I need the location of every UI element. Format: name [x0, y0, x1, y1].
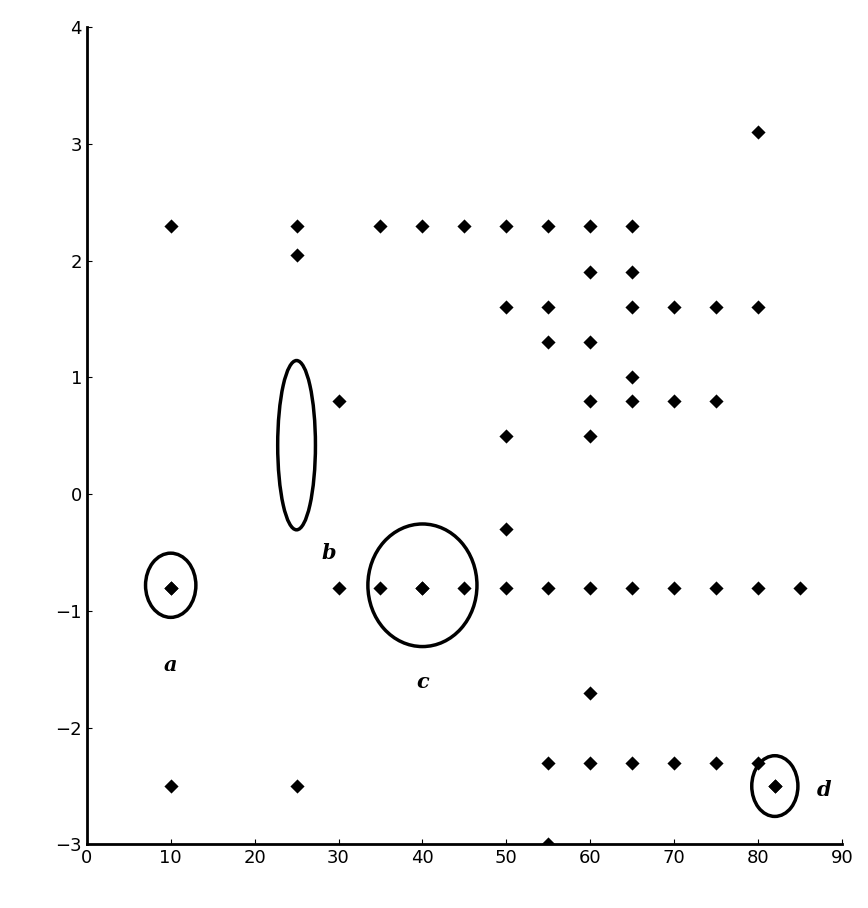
Point	[542, 219, 556, 233]
Text: d: d	[817, 780, 832, 800]
Point	[542, 301, 556, 315]
Point	[625, 755, 639, 770]
Point	[709, 580, 723, 595]
Point	[625, 219, 639, 233]
Point	[751, 755, 765, 770]
Point	[373, 580, 387, 595]
Point	[290, 248, 304, 262]
Point	[457, 219, 471, 233]
Point	[499, 219, 513, 233]
Point	[667, 393, 681, 408]
Point	[625, 580, 639, 595]
Point	[164, 580, 178, 595]
Point	[499, 429, 513, 443]
Point	[542, 837, 556, 852]
Point	[768, 779, 782, 794]
Point	[499, 301, 513, 315]
Point	[667, 580, 681, 595]
Point	[457, 580, 471, 595]
Point	[332, 393, 345, 408]
Point	[416, 580, 430, 595]
Point	[583, 393, 597, 408]
Point	[625, 370, 639, 385]
Point	[416, 580, 430, 595]
Text: a: a	[164, 656, 177, 676]
Point	[416, 219, 430, 233]
Point	[751, 580, 765, 595]
Point	[709, 755, 723, 770]
Point	[583, 265, 597, 280]
Point	[373, 219, 387, 233]
Point	[583, 335, 597, 350]
Point	[583, 429, 597, 443]
Point	[499, 580, 513, 595]
Text: b: b	[322, 543, 337, 563]
Point	[290, 219, 304, 233]
Point	[290, 779, 304, 794]
Point	[625, 301, 639, 315]
Point	[542, 755, 556, 770]
Point	[709, 301, 723, 315]
Point	[667, 755, 681, 770]
Point	[625, 393, 639, 408]
Point	[625, 265, 639, 280]
Point	[793, 580, 807, 595]
Point	[499, 522, 513, 537]
Point	[583, 686, 597, 700]
Point	[667, 301, 681, 315]
Point	[164, 219, 178, 233]
Point	[542, 580, 556, 595]
Point	[583, 219, 597, 233]
Point	[583, 755, 597, 770]
Point	[542, 335, 556, 350]
Point	[709, 393, 723, 408]
Point	[751, 125, 765, 140]
Point	[164, 779, 178, 794]
Text: c: c	[416, 672, 429, 692]
Point	[751, 301, 765, 315]
Point	[332, 580, 345, 595]
Point	[583, 580, 597, 595]
Point	[164, 580, 178, 595]
Point	[768, 779, 782, 794]
